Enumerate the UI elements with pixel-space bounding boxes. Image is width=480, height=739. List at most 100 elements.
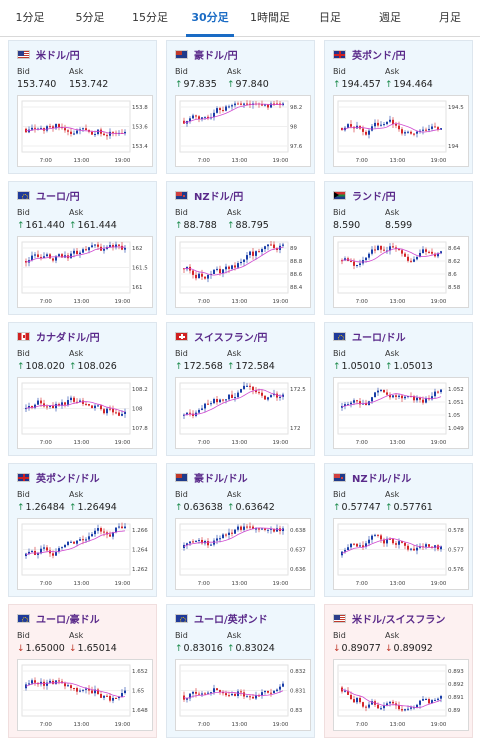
tab-4[interactable]: 1時間足 <box>250 11 290 24</box>
candle-body <box>40 548 42 554</box>
candle-body <box>410 260 412 262</box>
price-chart[interactable]: 0.578 0.577 0.576 7:00 13:00 19:00 <box>333 518 469 590</box>
candle-body <box>201 539 203 544</box>
rate-card[interactable]: NZドル/円 Bid Ask ↑88.788 ↑88.795 89 88.8 88.… <box>166 181 315 315</box>
pair-name[interactable]: NZドル/ドル <box>352 473 412 485</box>
bid-label: Bid <box>175 208 188 217</box>
candle-body <box>249 385 251 387</box>
pair-name[interactable]: カナダドル/円 <box>36 332 100 344</box>
tab-7[interactable]: 月足 <box>439 11 461 24</box>
price-chart[interactable]: 8.64 8.62 8.6 8.58 7:00 13:00 19:00 <box>333 236 469 308</box>
pair-name[interactable]: ユーロ/ドル <box>352 332 406 344</box>
pair-name[interactable]: 英ポンド/ドル <box>36 473 100 485</box>
rate-card[interactable]: 豪ドル/円 Bid Ask ↑97.835 ↑97.840 98.2 98 97.6… <box>166 40 315 174</box>
candle-body <box>264 246 266 250</box>
price-chart[interactable]: 172.5 172 7:00 13:00 19:00 <box>175 377 311 449</box>
tab-0[interactable]: 1分足 <box>15 11 45 24</box>
candle-body <box>118 412 120 416</box>
candle-body <box>79 539 81 541</box>
price-chart[interactable]: 0.893 0.892 0.891 0.89 7:00 13:00 19:00 <box>333 659 469 731</box>
price-chart[interactable]: 1.052 1.051 1.05 1.049 7:00 13:00 19:00 <box>333 377 469 449</box>
candle-body <box>377 534 379 536</box>
plot-frame <box>179 382 289 435</box>
tab-3[interactable]: 30分足 <box>180 0 240 37</box>
candle-body <box>353 699 355 703</box>
x-tick-label: 13:00 <box>73 440 89 446</box>
price-chart[interactable]: 162 161.5 161 7:00 13:00 19:00 <box>17 236 153 308</box>
pair-name[interactable]: 豪ドル/円 <box>194 50 238 62</box>
candle-body <box>225 106 227 111</box>
up-arrow-icon: ↑ <box>175 503 183 513</box>
rate-card[interactable]: ユーロ/ドル Bid Ask ↑1.05010 ↑1.05013 1.052 1.… <box>324 322 473 456</box>
tab-1[interactable]: 5分足 <box>75 11 105 24</box>
bid-value: ↑97.835 <box>175 79 217 90</box>
candle-body <box>91 245 93 248</box>
pair-name[interactable]: ランド/円 <box>352 191 396 203</box>
gb-flag-icon <box>333 49 346 59</box>
pair-name[interactable]: ユーロ/英ポンド <box>194 614 268 626</box>
ask-label: Ask <box>69 208 84 217</box>
candle-body <box>222 269 224 274</box>
rate-card[interactable]: ユーロ/英ポンド Bid Ask ↑0.83016 ↑0.83024 0.832… <box>166 604 315 738</box>
candle-body <box>371 249 373 254</box>
pair-name[interactable]: 米ドル/円 <box>36 50 80 62</box>
price-chart[interactable]: 98.2 98 97.6 7:00 13:00 19:00 <box>175 95 311 167</box>
ask-value: ↑194.464 <box>385 79 433 90</box>
rate-card[interactable]: ランド/円 Bid Ask 8.590 8.599 8.64 8.62 8.6 8.5… <box>324 181 473 315</box>
price-chart[interactable]: 1.652 1.65 1.648 7:00 13:00 19:00 <box>17 659 153 731</box>
candle-body <box>183 695 185 700</box>
price-chart[interactable]: 153.8 153.6 153.4 7:00 13:00 19:00 <box>17 95 153 167</box>
price-chart[interactable]: 194.5 194 7:00 13:00 19:00 <box>333 95 469 167</box>
candle-body <box>264 104 266 106</box>
tab-5[interactable]: 日足 <box>319 11 341 24</box>
pair-name[interactable]: 豪ドル/ドル <box>194 473 248 485</box>
rate-card[interactable]: 英ポンド/円 Bid Ask ↑194.457 ↑194.464 194.5 19… <box>324 40 473 174</box>
price-chart[interactable]: 1.266 1.264 1.262 7:00 13:00 19:00 <box>17 518 153 590</box>
candle-body <box>422 249 424 253</box>
price-chart[interactable]: 89 88.8 88.6 88.4 7:00 13:00 19:00 <box>175 236 311 308</box>
candle-body <box>225 266 227 270</box>
price-chart[interactable]: 108.2 108 107.8 7:00 13:00 19:00 <box>17 377 153 449</box>
candle-body <box>225 399 227 401</box>
candle-body <box>389 394 391 398</box>
pair-name[interactable]: ユーロ/円 <box>36 191 80 203</box>
candle-body <box>350 402 352 405</box>
moving-average-line <box>183 690 284 699</box>
rate-card[interactable]: 英ポンド/ドル Bid Ask ↑1.26484 ↑1.26494 1.266 1… <box>8 463 157 597</box>
pair-name[interactable]: スイスフラン/円 <box>194 332 268 344</box>
price-chart[interactable]: 0.832 0.831 0.83 7:00 13:00 19:00 <box>175 659 311 731</box>
candle-body <box>91 405 93 409</box>
y-tick-label: 1.266 <box>132 528 148 534</box>
price-chart[interactable]: 0.638 0.637 0.636 7:00 13:00 19:00 <box>175 518 311 590</box>
rate-card[interactable]: 米ドル/スイスフラン Bid Ask ↓0.89077 ↓0.89092 0.8… <box>324 604 473 738</box>
up-arrow-icon: ↑ <box>69 362 77 372</box>
pair-name[interactable]: ユーロ/豪ドル <box>36 614 100 626</box>
x-tick-label: 19:00 <box>273 722 289 728</box>
candle-body <box>70 131 72 134</box>
candle-body <box>273 528 275 532</box>
candle-body <box>192 541 194 543</box>
bid-value: ↑161.440 <box>17 220 65 231</box>
candle-body <box>347 547 349 551</box>
candle-body <box>70 685 72 689</box>
card-header: カナダドル/円 <box>17 328 100 344</box>
rate-card[interactable]: 米ドル/円 Bid Ask 153.740 153.742 153.8 153.6… <box>8 40 157 174</box>
tab-6[interactable]: 週足 <box>379 11 401 24</box>
candle-body <box>198 409 200 413</box>
pair-name[interactable]: 米ドル/スイスフラン <box>352 614 446 626</box>
rate-card[interactable]: NZドル/ドル Bid Ask ↑0.57747 ↑0.57761 0.578 0… <box>324 463 473 597</box>
candle-body <box>189 693 191 699</box>
rate-card[interactable]: ユーロ/円 Bid Ask ↑161.440 ↑161.444 162 161.5… <box>8 181 157 315</box>
pair-name[interactable]: NZドル/円 <box>194 191 244 203</box>
tab-2[interactable]: 15分足 <box>132 11 168 24</box>
rate-card[interactable]: スイスフラン/円 Bid Ask ↑172.568 ↑172.584 172.5… <box>166 322 315 456</box>
candle-body <box>341 551 343 556</box>
rate-card[interactable]: ユーロ/豪ドル Bid Ask ↓1.65000 ↓1.65014 1.652 1… <box>8 604 157 738</box>
candle-body <box>365 403 367 406</box>
candle-body <box>124 526 126 529</box>
rate-card[interactable]: 豪ドル/ドル Bid Ask ↑0.63638 ↑0.63642 0.638 0.… <box>166 463 315 597</box>
rate-card[interactable]: カナダドル/円 Bid Ask ↑108.020 ↑108.026 108.2 1… <box>8 322 157 456</box>
candle-body <box>270 103 272 108</box>
pair-name[interactable]: 英ポンド/円 <box>352 50 406 62</box>
x-tick-label: 7:00 <box>356 722 369 728</box>
